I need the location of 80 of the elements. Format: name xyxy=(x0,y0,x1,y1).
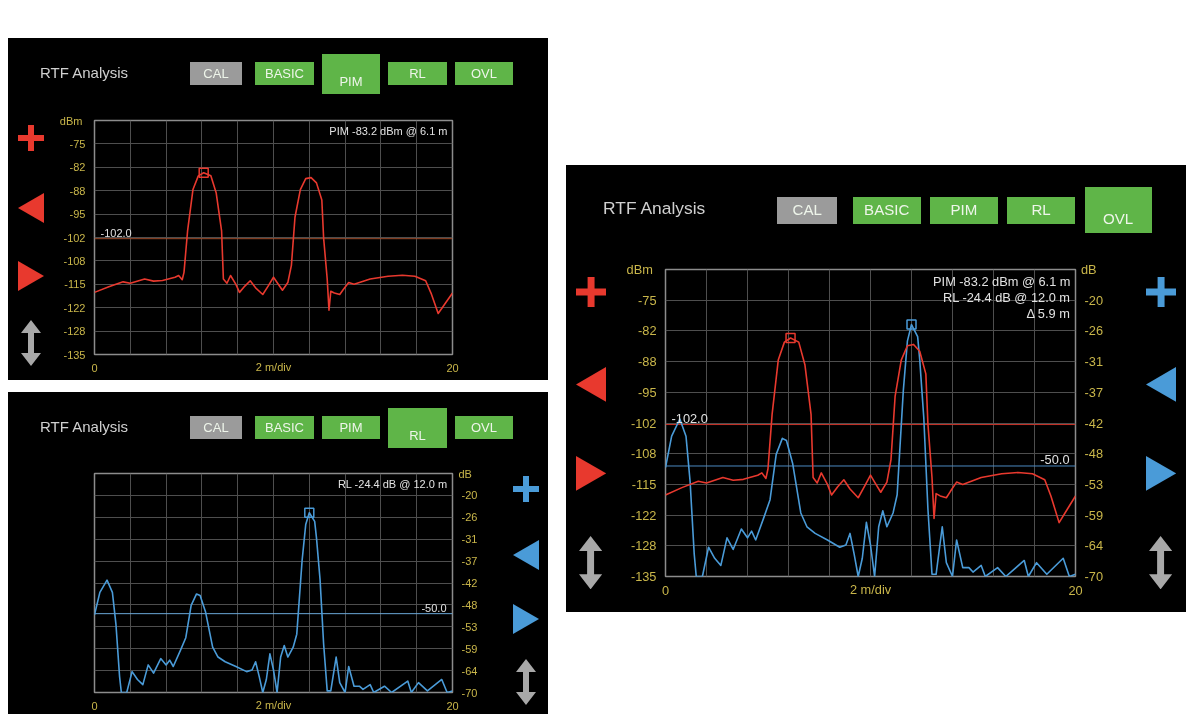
text: CAL xyxy=(777,196,838,224)
y2-tick-label: -59 xyxy=(461,642,478,655)
text: RL xyxy=(388,62,447,85)
y2-tick-label: -70 xyxy=(461,686,478,699)
annotation: RL -24.4 dB @ 12.0 m xyxy=(942,289,1071,305)
y-tick-label: -82 xyxy=(638,323,657,339)
y-tick-label: -82 xyxy=(69,161,86,174)
y-axis-title: dBm xyxy=(626,262,653,277)
y2-tick-label: -37 xyxy=(461,555,478,568)
text: PIM xyxy=(322,53,380,94)
chart-title: RTF Analysis xyxy=(40,62,129,83)
y-tick-label: -88 xyxy=(638,354,657,370)
x-tick-label: 0 xyxy=(661,582,670,598)
text: RL xyxy=(388,407,447,448)
y-tick-label: -75 xyxy=(638,292,657,308)
x-tick-label: 0 xyxy=(91,361,98,374)
text: BASIC xyxy=(852,196,921,224)
y-tick-label: -135 xyxy=(630,569,657,584)
text: PIM xyxy=(930,196,998,224)
text: CAL xyxy=(190,62,242,85)
y-tick-label: -122 xyxy=(63,301,86,314)
y-tick-label: -88 xyxy=(69,184,86,197)
y-tick-label: -108 xyxy=(63,254,86,267)
ref-line-label: -50.0 xyxy=(1040,451,1070,467)
x-tick-label: 20 xyxy=(446,699,459,712)
y-tick-label: -135 xyxy=(63,348,86,361)
chart-title: RTF Analysis xyxy=(603,197,706,221)
ref-line-label: -50.0 xyxy=(421,601,447,614)
y2-tick-label: -53 xyxy=(461,620,478,633)
y2-tick-label: -31 xyxy=(1084,354,1103,370)
y2-tick-label: -70 xyxy=(1084,569,1103,584)
x-tick-label: 0 xyxy=(91,699,98,712)
y2-tick-label: -42 xyxy=(1084,415,1103,431)
y2-tick-label: -59 xyxy=(1084,507,1103,523)
text: RL xyxy=(1006,196,1076,224)
x-axis-title: 2 m/div xyxy=(255,360,292,373)
text: BASIC xyxy=(255,416,314,439)
y2-tick-label: -64 xyxy=(461,664,478,677)
y-tick-label: -95 xyxy=(69,208,86,221)
y2-tick-label: -20 xyxy=(461,489,478,502)
y2-tick-label: -26 xyxy=(1084,323,1103,339)
y2-tick-label: -37 xyxy=(1084,384,1103,400)
y-tick-label: -115 xyxy=(64,278,86,291)
y2-tick-label: -31 xyxy=(461,533,478,546)
y-tick-label: -128 xyxy=(630,538,657,554)
text: OVL xyxy=(455,62,513,85)
text: OVL xyxy=(1084,186,1152,234)
y2-tick-label: -48 xyxy=(461,598,478,611)
x-tick-label: 20 xyxy=(446,361,459,374)
y-tick-label: -75 xyxy=(69,137,86,150)
x-tick-label: 20 xyxy=(1068,582,1083,598)
text: BASIC xyxy=(255,62,314,85)
y-axis-title: dBm xyxy=(59,114,83,127)
y-tick-label: -102 xyxy=(630,415,657,431)
annotation: RL -24.4 dB @ 12.0 m xyxy=(337,477,448,490)
x-axis-title: 2 m/div xyxy=(255,698,292,711)
y-tick-label: -95 xyxy=(638,384,657,400)
y-tick-label: -102 xyxy=(63,231,86,244)
y2-axis-title: dB xyxy=(1081,262,1097,277)
y2-tick-label: -42 xyxy=(461,577,478,589)
y-tick-label: -108 xyxy=(630,446,657,462)
text: PIM xyxy=(322,416,380,439)
y2-tick-label: -20 xyxy=(1084,292,1103,308)
annotation: Δ 5.9 m xyxy=(1026,305,1070,321)
y2-tick-label: -26 xyxy=(461,511,478,524)
annotation: PIM -83.2 dBm @ 6.1 m xyxy=(933,273,1071,289)
y-tick-label: -128 xyxy=(63,325,86,338)
y2-tick-label: -53 xyxy=(1084,476,1103,492)
ref-line-label: -102.0 xyxy=(100,226,132,239)
ref-line-label: -102.0 xyxy=(671,410,708,426)
text: CAL xyxy=(190,416,242,439)
annotation: PIM -83.2 dBm @ 6.1 m xyxy=(329,124,448,137)
y-tick-label: -122 xyxy=(630,507,657,523)
text: OVL xyxy=(455,416,513,439)
y2-tick-label: -64 xyxy=(1084,538,1103,554)
x-axis-title: 2 m/div xyxy=(849,581,892,597)
y2-tick-label: -48 xyxy=(1084,446,1103,462)
y-tick-label: -115 xyxy=(631,476,657,492)
y2-axis-title: dB xyxy=(458,467,472,480)
chart-title: RTF Analysis xyxy=(40,416,129,437)
